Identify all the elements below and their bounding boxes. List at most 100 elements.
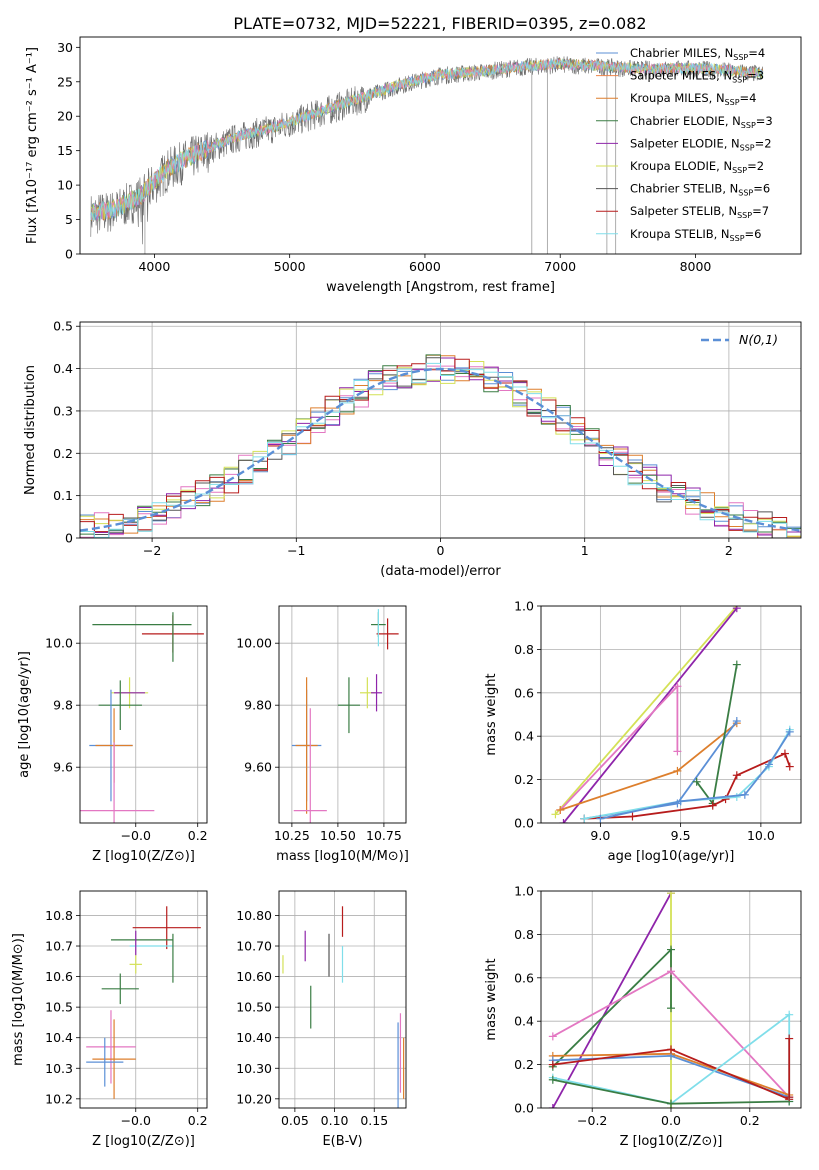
x-tick-label: 10.50 — [320, 828, 356, 843]
legend-entry: Salpeter STELIB, NSSP=7 — [630, 204, 769, 220]
spectrum-model-line — [90, 58, 764, 221]
legend-entry: Kroupa ELODIE, NSSP=2 — [630, 159, 764, 175]
plot-area-weight_vs_Z — [541, 891, 801, 1108]
weight-series-line — [600, 731, 791, 820]
y-tick-label: 10.00 — [236, 636, 272, 651]
x-tick-label: 0.15 — [360, 1113, 388, 1128]
weight-series-line — [552, 947, 672, 1068]
y-tick-label: 0.8 — [514, 642, 534, 657]
weight-marker — [785, 762, 794, 771]
x-tick-label: 6000 — [409, 259, 441, 274]
weight-series-line — [559, 684, 679, 811]
weight-marker — [667, 1099, 675, 1108]
weight-marker — [732, 792, 741, 801]
weight-series-line — [552, 892, 672, 1108]
data-point — [80, 742, 155, 823]
y-tick-label: 10.20 — [236, 1091, 272, 1106]
y-tick-label: 0 — [65, 247, 73, 262]
x-tick-label: 9.5 — [671, 828, 691, 843]
axes-frame — [540, 890, 802, 1109]
weight-marker — [548, 1032, 557, 1041]
y-tick-label: 10.4 — [45, 1030, 73, 1045]
y-tick-label: 9.80 — [244, 698, 272, 713]
y-tick-label: 0.2 — [514, 772, 534, 787]
data-point — [132, 906, 201, 950]
weight-marker — [667, 967, 675, 976]
x-axis-label: (data-model)/error — [380, 564, 501, 579]
y-tick-label: 0.2 — [514, 1057, 534, 1072]
axes-frame — [79, 605, 208, 824]
y-tick-label: 1.0 — [514, 884, 534, 899]
x-tick-label: 1 — [581, 543, 589, 558]
y-tick-label: 10.0 — [45, 636, 73, 651]
legend-entry: Kroupa MILES, NSSP=4 — [630, 91, 756, 107]
gaussian-curve — [80, 367, 801, 532]
weight-marker — [740, 790, 749, 799]
plot-area-age_vs_mass — [279, 606, 406, 823]
y-tick-label: 5 — [65, 212, 73, 227]
panel-weight_vs_age: 9.0 9.5 10.0 0.0 0.2 0.4 0.6 0.8 1.0 age [log10(a… — [484, 599, 802, 864]
plot-area-residual_hist — [80, 322, 801, 538]
legend-entry: Chabrier STELIB, NSSP=6 — [630, 182, 770, 198]
y-tick-label: 9.60 — [244, 760, 272, 775]
x-tick-label: 0.2 — [740, 1113, 760, 1128]
plot-area-spectrum — [90, 56, 764, 254]
y-axis-label: mass weight — [484, 673, 499, 755]
y-tick-label: 1.0 — [514, 599, 534, 614]
weight-marker — [628, 812, 637, 821]
weight-marker — [785, 727, 794, 736]
weight-marker — [732, 771, 741, 780]
axes-frame — [540, 605, 802, 824]
weight-marker — [580, 814, 589, 823]
x-tick-label: −0.2 — [577, 1113, 607, 1128]
data-point — [129, 955, 142, 974]
axes-frame — [79, 890, 208, 1109]
y-tick-label: 30 — [57, 40, 73, 55]
y-tick-label: 10.2 — [45, 1091, 73, 1106]
weight-marker — [732, 660, 741, 669]
legend-entry: Salpeter ELODIE, NSSP=2 — [630, 136, 772, 152]
y-tick-label: 10.8 — [45, 908, 73, 923]
legend-entry: Chabrier ELODIE, NSSP=3 — [630, 114, 773, 130]
x-tick-label: −0.0 — [121, 828, 151, 843]
legend-entry: Chabrier MILES, NSSP=4 — [630, 46, 765, 62]
y-tick-label: 10.3 — [45, 1061, 73, 1076]
data-point — [86, 1037, 124, 1087]
weight-marker — [764, 760, 773, 769]
figure-title: PLATE=0732, MJD=52221, FIBERID=0395, z=0… — [233, 14, 646, 33]
y-tick-label: 10.80 — [236, 908, 272, 923]
y-axis-label: mass [log10(M/M⊙)] — [11, 933, 26, 1066]
x-axis-label: mass [log10(M/M⊙)] — [276, 849, 409, 864]
y-tick-label: 10.7 — [45, 939, 73, 954]
x-tick-label: 10.25 — [274, 828, 310, 843]
weight-marker — [556, 805, 565, 814]
weight-marker — [667, 1045, 675, 1054]
x-tick-label: 0.2 — [188, 1113, 208, 1128]
x-tick-label: 9.0 — [590, 828, 610, 843]
y-axis-label: mass weight — [484, 958, 499, 1040]
y-tick-label: 10.5 — [45, 1000, 73, 1015]
y-tick-label: 25 — [57, 74, 73, 89]
weight-series-line — [695, 664, 738, 806]
y-tick-label: 10.40 — [236, 1030, 272, 1045]
weight-marker — [548, 1104, 557, 1108]
weight-marker — [673, 747, 682, 756]
plot-area-age_vs_Z — [80, 606, 207, 823]
weight-marker — [548, 1060, 557, 1069]
data-point — [293, 708, 327, 823]
y-axis-label: age [log10(age/yr)] — [17, 651, 32, 778]
weight-marker — [785, 1034, 794, 1043]
x-axis-label: Z [log10(Z/Z⊙)] — [92, 1134, 195, 1149]
data-point — [101, 973, 139, 1005]
data-point — [337, 677, 360, 734]
weight-series-line — [554, 606, 738, 815]
data-point — [376, 618, 399, 650]
axes-frame — [278, 605, 407, 824]
x-axis-label: E(B-V) — [322, 1134, 362, 1149]
data-point — [92, 1019, 136, 1099]
weight-marker — [667, 1004, 675, 1013]
y-tick-label: 0.3 — [53, 403, 73, 418]
weight-series-line — [584, 729, 791, 820]
y-tick-label: 0.6 — [514, 685, 534, 700]
